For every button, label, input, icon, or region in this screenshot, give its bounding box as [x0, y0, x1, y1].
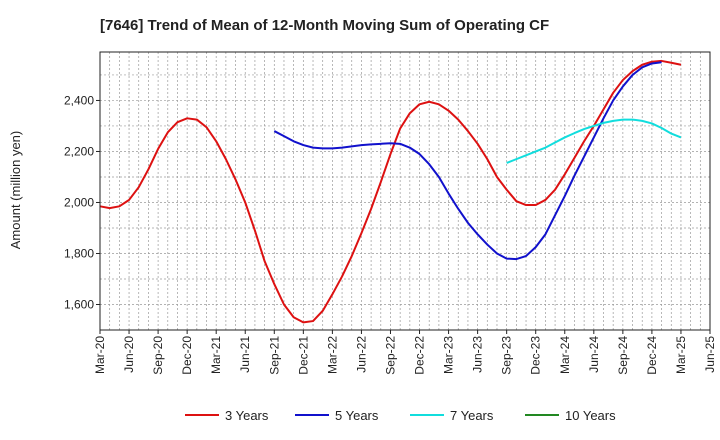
x-tick-label: Mar-20: [93, 336, 107, 374]
x-tick-label: Mar-21: [209, 336, 223, 374]
y-axis-label: Amount (million yen): [8, 131, 23, 250]
x-tick-label: Jun-25: [703, 336, 717, 373]
plot-frame: [99, 51, 711, 331]
x-tick-label: Sep-23: [500, 336, 514, 375]
x-tick-label: Sep-21: [267, 336, 281, 375]
x-tick-label: Sep-20: [151, 336, 165, 375]
x-tick-label: Mar-25: [674, 336, 688, 374]
x-tick-label: Sep-22: [383, 336, 397, 375]
x-tick-label: Mar-24: [558, 336, 572, 374]
x-tick-label: Dec-23: [529, 336, 543, 375]
plot-area: [100, 52, 710, 330]
series-line-5-years: [273, 61, 662, 261]
x-tick-label: Jun-22: [354, 336, 368, 373]
legend: 3 Years 5 Years 7 Years 10 Years: [185, 408, 616, 423]
x-tick-label: Jun-24: [587, 336, 601, 373]
legend-label-3-years: 3 Years: [225, 408, 269, 423]
legend-label-7-years: 7 Years: [450, 408, 494, 423]
y-tick-label: 1,800: [64, 246, 94, 260]
chart-title: [7646] Trend of Mean of 12-Month Moving …: [100, 17, 549, 34]
x-tick-label: Jun-21: [238, 336, 252, 373]
series-line-3-years: [99, 59, 682, 324]
y-tick-label: 2,200: [64, 144, 94, 158]
x-tick-label: Dec-21: [296, 336, 310, 375]
legend-label-10-years: 10 Years: [565, 408, 616, 423]
legend-label-5-years: 5 Years: [335, 408, 379, 423]
x-tick-label: Jun-20: [122, 336, 136, 373]
x-tick-label: Jun-23: [471, 336, 485, 373]
y-tick-label: 2,400: [64, 93, 94, 107]
x-tick-label: Dec-24: [645, 336, 659, 375]
series-line-7-years: [506, 118, 682, 164]
x-tick-label: Dec-20: [180, 336, 194, 375]
y-tick-label: 1,600: [64, 297, 94, 311]
x-tick-label: Sep-24: [616, 336, 630, 375]
x-tick-label: Dec-22: [413, 336, 427, 375]
x-tick-label: Mar-22: [325, 336, 339, 374]
y-tick-label: 2,000: [64, 195, 94, 209]
x-tick-label: Mar-23: [442, 336, 456, 374]
